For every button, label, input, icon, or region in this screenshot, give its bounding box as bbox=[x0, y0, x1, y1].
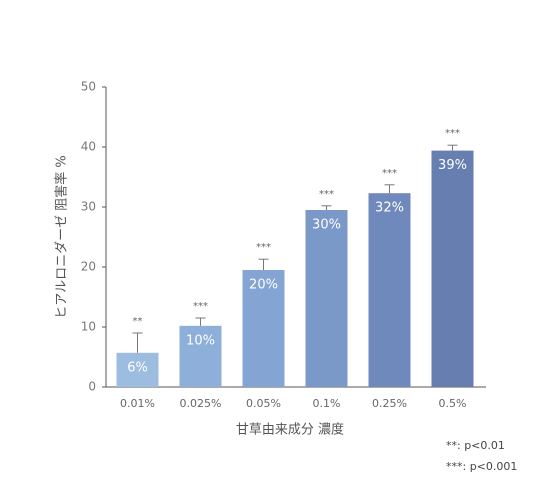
y-tick-label: 30 bbox=[81, 200, 96, 214]
x-tick-label: 0.01% bbox=[120, 397, 155, 410]
x-tick-label: 0.5% bbox=[439, 397, 467, 410]
y-tick-label: 0 bbox=[88, 380, 96, 394]
bar bbox=[305, 210, 348, 387]
bar bbox=[179, 325, 222, 387]
x-tick-label: 0.05% bbox=[246, 397, 281, 410]
x-axis-label: 甘草由来成分 濃度 bbox=[236, 422, 344, 438]
bar bbox=[242, 270, 285, 387]
y-tick-label: 10 bbox=[81, 320, 96, 334]
significance: *** bbox=[319, 189, 334, 200]
significance: ** bbox=[133, 316, 143, 327]
note: ***: p<0.001 bbox=[446, 460, 517, 473]
value-label: 32% bbox=[375, 201, 404, 216]
value-label: 10% bbox=[186, 333, 215, 348]
y-tick-label: 50 bbox=[81, 80, 96, 94]
y-axis-label: ヒアルロニダーゼ 阻害率 % bbox=[54, 155, 70, 319]
significance: *** bbox=[193, 301, 208, 312]
x-tick-label: 0.25% bbox=[372, 397, 407, 410]
value-label: 20% bbox=[249, 278, 278, 293]
significance: *** bbox=[382, 168, 397, 179]
bar bbox=[116, 352, 159, 387]
value-label: 39% bbox=[438, 158, 467, 173]
significance: *** bbox=[445, 128, 460, 139]
x-tick-label: 0.1% bbox=[313, 397, 341, 410]
value-label: 30% bbox=[312, 218, 341, 233]
y-tick-label: 20 bbox=[81, 260, 96, 274]
significance: *** bbox=[256, 242, 271, 253]
bar bbox=[368, 193, 411, 387]
bar bbox=[431, 150, 474, 387]
x-tick-label: 0.025% bbox=[180, 397, 222, 410]
note: **: p<0.01 bbox=[446, 439, 505, 452]
value-label: 6% bbox=[127, 360, 148, 375]
y-tick-label: 40 bbox=[81, 140, 96, 154]
